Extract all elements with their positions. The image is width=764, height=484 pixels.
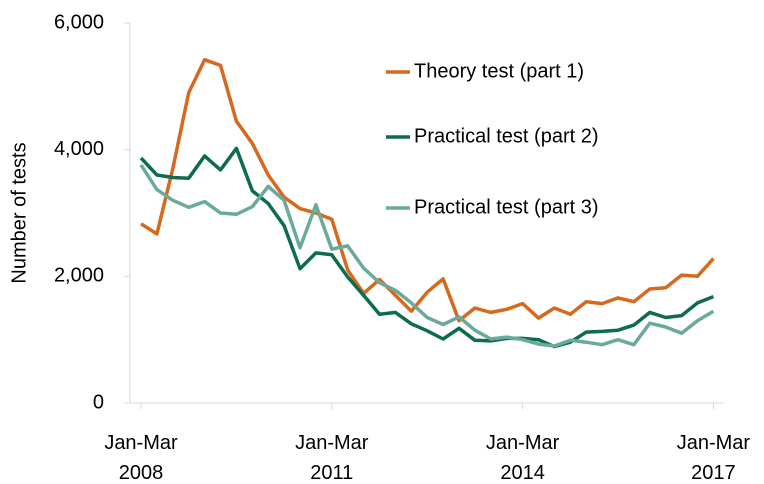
series-line [139,163,715,348]
series-line [139,146,715,349]
y-tick-label: 4,000 [54,138,104,160]
y-axis-label: Number of tests [8,142,30,283]
series-line [140,57,715,323]
legend-label: Practical test (part 2) [414,125,599,147]
x-tick-label: Jan-Mar 2008 [104,432,178,484]
legend-label: Theory test (part 1) [414,60,584,82]
y-tick-label: 2,000 [54,265,104,287]
y-tick-label: 0 [93,391,104,413]
legend-label: Practical test (part 3) [414,196,599,218]
y-tick-label: 6,000 [54,11,104,33]
x-tick-label: Jan-Mar 2011 [295,432,369,484]
x-tick-label: Jan-Mar 2014 [486,432,560,484]
x-tick-label: Jan-Mar 2017 [677,432,751,484]
